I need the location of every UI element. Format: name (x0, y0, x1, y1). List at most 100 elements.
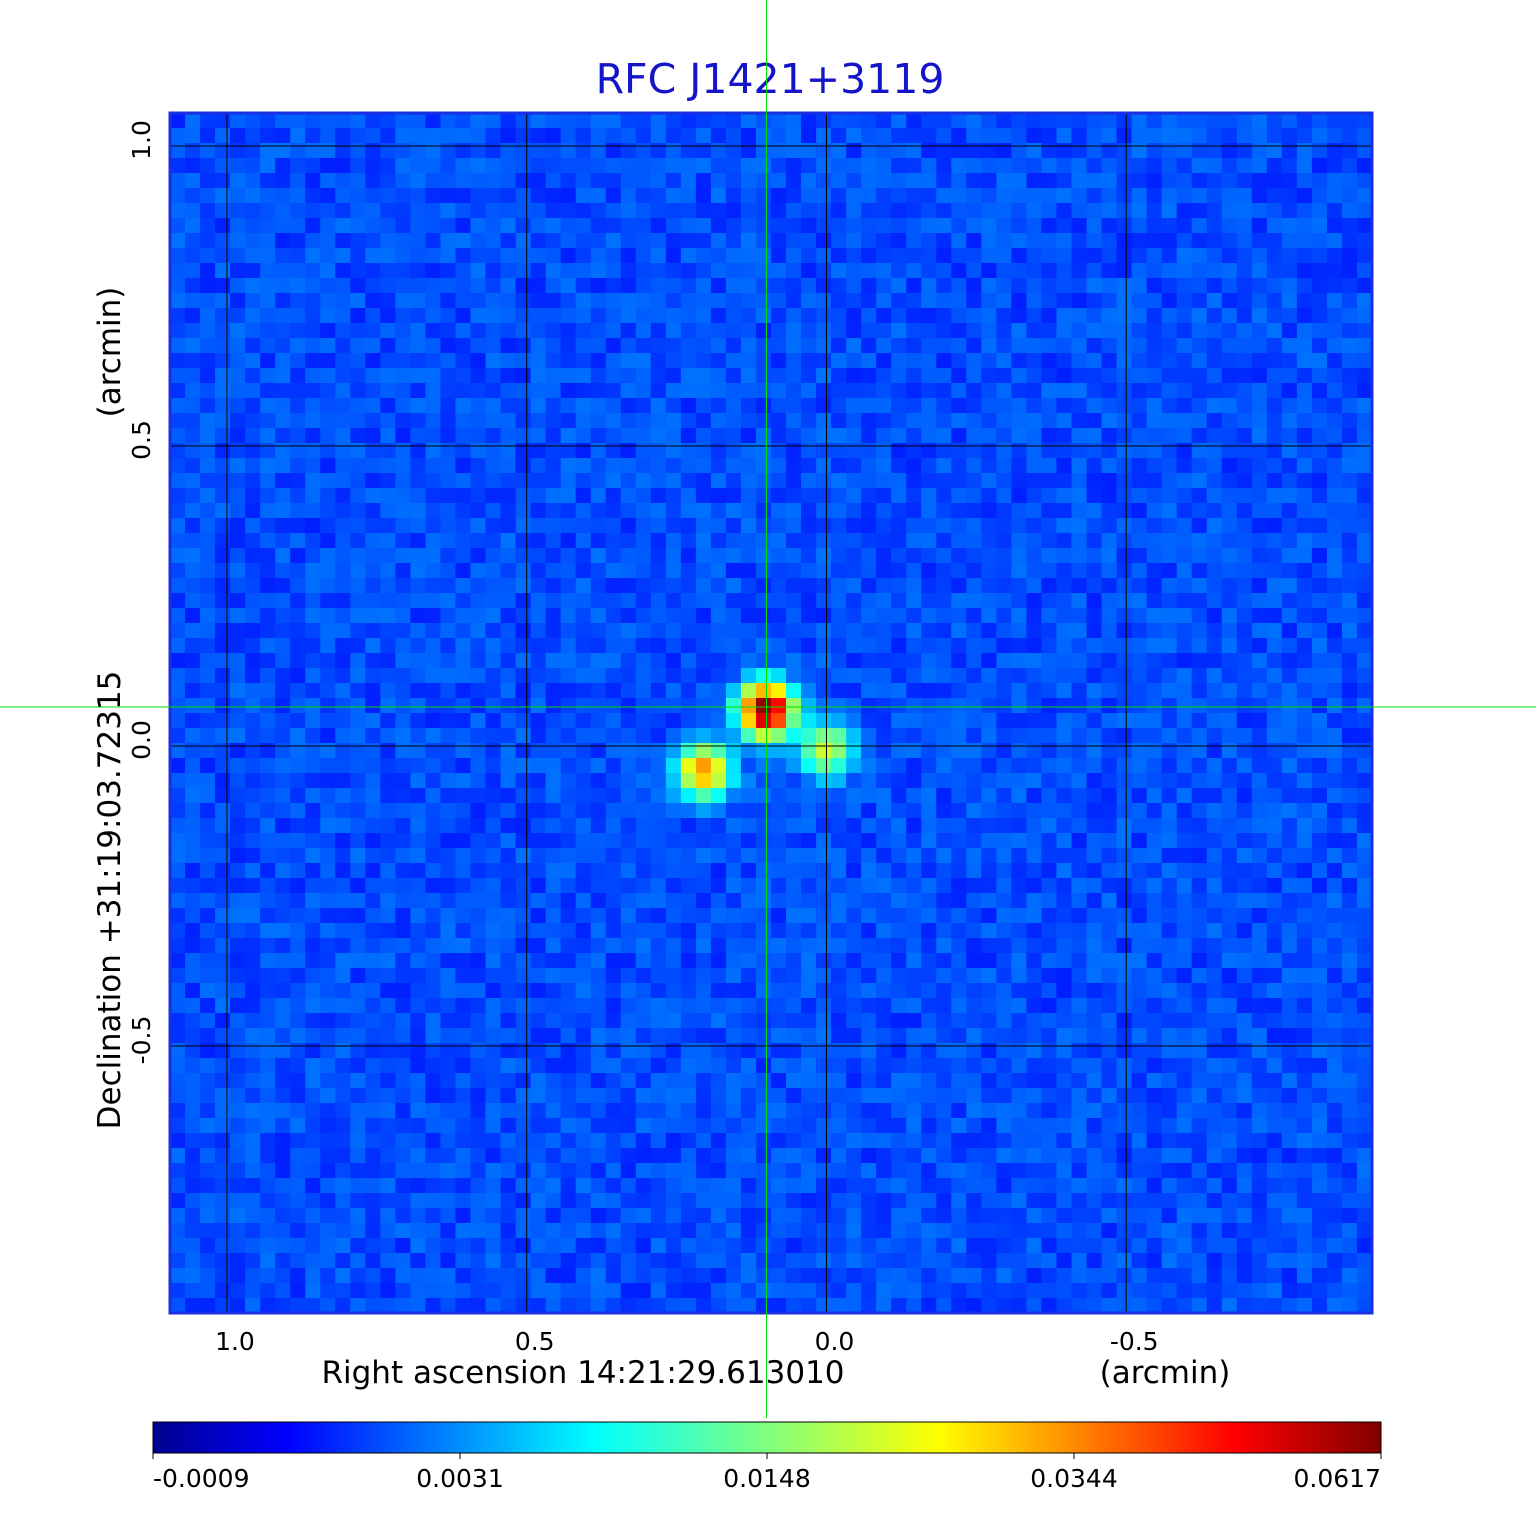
heatmap-cell (395, 833, 412, 849)
heatmap-cell (575, 998, 592, 1014)
heatmap-cell (801, 413, 817, 429)
heatmap-cell (440, 983, 457, 999)
heatmap-cell (680, 143, 697, 159)
heatmap-cell (650, 173, 667, 189)
heatmap-cell (1296, 653, 1313, 669)
heatmap-cell (680, 353, 697, 369)
heatmap-cell (1356, 1013, 1373, 1029)
heatmap-cell (1101, 578, 1118, 594)
heatmap-cell (230, 593, 246, 609)
heatmap-cell (1326, 863, 1343, 879)
heatmap-cell (350, 578, 366, 594)
heatmap-cell (740, 578, 757, 594)
heatmap-cell (635, 683, 652, 699)
heatmap-cell (1026, 368, 1043, 384)
heatmap-cell (921, 668, 937, 684)
heatmap-cell (1161, 578, 1178, 594)
heatmap-cell (560, 848, 577, 864)
heatmap-cell (185, 383, 201, 399)
heatmap-cell (200, 743, 216, 759)
heatmap-cell (545, 668, 562, 684)
heatmap-cell (620, 173, 637, 189)
heatmap-cell (1041, 818, 1058, 834)
heatmap-cell (1311, 923, 1328, 939)
heatmap-cell (1131, 983, 1148, 999)
heatmap-cell (1026, 728, 1043, 744)
heatmap-cell (1176, 128, 1193, 144)
heatmap-cell (1161, 503, 1178, 519)
heatmap-cell (500, 668, 517, 684)
heatmap-cell (200, 458, 216, 474)
heatmap-cell (665, 668, 682, 684)
heatmap-cell (1086, 848, 1103, 864)
heatmap-cell (1266, 263, 1283, 279)
heatmap-cell (410, 353, 427, 369)
heatmap-cell (1056, 953, 1073, 969)
heatmap-cell (921, 923, 937, 939)
heatmap-cell (650, 458, 667, 474)
heatmap-cell (1206, 698, 1223, 714)
heatmap-cell (290, 593, 306, 609)
heatmap-cell (1236, 233, 1253, 249)
heatmap-cell (335, 608, 351, 624)
heatmap-cell (215, 653, 231, 669)
heatmap-cell (966, 728, 982, 744)
heatmap-cell (876, 998, 892, 1014)
heatmap-cell (1266, 668, 1283, 684)
heatmap-cell (200, 143, 216, 159)
heatmap-cell (500, 953, 517, 969)
heatmap-cell (771, 998, 787, 1014)
heatmap-cell (1146, 518, 1163, 534)
heatmap-cell (725, 143, 742, 159)
heatmap-cell (185, 203, 201, 219)
heatmap-cell (906, 983, 922, 999)
heatmap-cell (710, 743, 727, 759)
heatmap-cell (515, 158, 532, 174)
heatmap-cell (771, 413, 787, 429)
heatmap-cell (560, 413, 577, 429)
heatmap-cell (230, 143, 246, 159)
heatmap-cell (710, 998, 727, 1014)
heatmap-cell (725, 218, 742, 234)
heatmap-cell (1086, 353, 1103, 369)
heatmap-cell (1251, 653, 1268, 669)
heatmap-cell (876, 203, 892, 219)
heatmap-cell (1056, 638, 1073, 654)
heatmap-cell (470, 893, 487, 909)
heatmap-cell (500, 983, 517, 999)
heatmap-cell (846, 818, 862, 834)
heatmap-cell (650, 848, 667, 864)
heatmap-cell (1116, 683, 1133, 699)
heatmap-cell (1116, 713, 1133, 729)
heatmap-cell (380, 218, 396, 234)
heatmap-cell (1041, 668, 1058, 684)
heatmap-cell (1311, 218, 1328, 234)
heatmap-cell (1146, 893, 1163, 909)
heatmap-cell (680, 818, 697, 834)
heatmap-cell (440, 833, 457, 849)
heatmap-cell (185, 998, 201, 1014)
heatmap-cell (695, 608, 712, 624)
heatmap-cell (590, 983, 607, 999)
heatmap-cell (1311, 863, 1328, 879)
heatmap-cell (951, 893, 967, 909)
heatmap-cell (951, 713, 967, 729)
heatmap-cell (1176, 848, 1193, 864)
heatmap-cell (260, 608, 276, 624)
heatmap-cell (320, 473, 336, 489)
heatmap-cell (816, 293, 832, 309)
heatmap-cell (816, 878, 832, 894)
heatmap-cell (786, 248, 802, 264)
heatmap-cell (876, 668, 892, 684)
heatmap-cell (951, 218, 967, 234)
heatmap-cell (921, 338, 937, 354)
heatmap-cell (1086, 638, 1103, 654)
heatmap-cell (1146, 698, 1163, 714)
heatmap-cell (215, 533, 231, 549)
heatmap-cell (545, 713, 562, 729)
heatmap-cell (876, 503, 892, 519)
heatmap-cell (245, 548, 261, 564)
heatmap-cell (1326, 593, 1343, 609)
heatmap-cell (1116, 743, 1133, 759)
heatmap-cell (876, 533, 892, 549)
